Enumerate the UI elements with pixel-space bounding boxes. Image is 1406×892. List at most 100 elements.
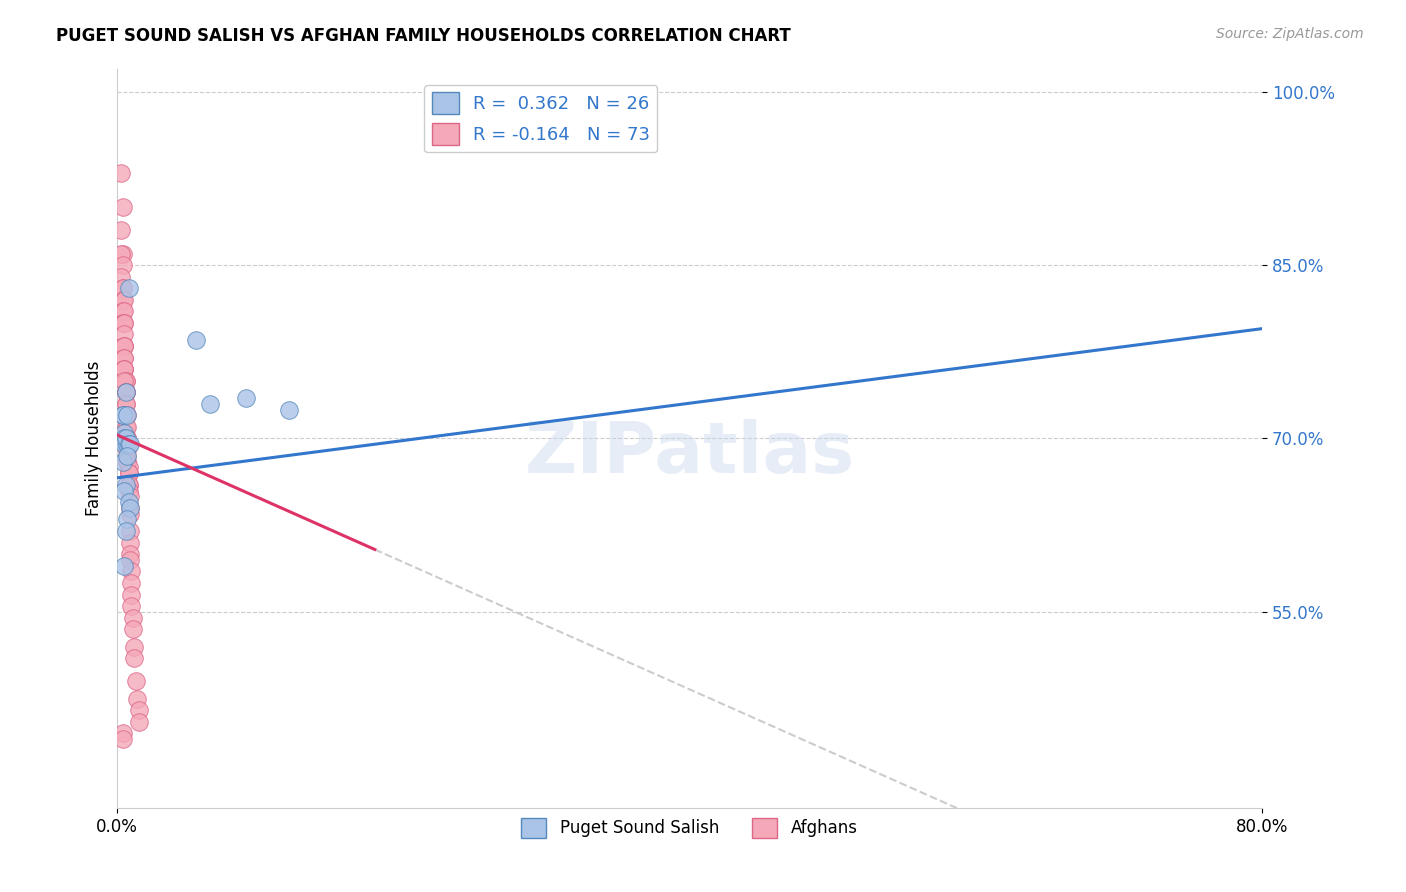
Point — [115, 437, 138, 451]
Point — [122, 610, 145, 624]
Point — [112, 374, 135, 388]
Point — [112, 558, 135, 573]
Point — [111, 732, 134, 747]
Point — [115, 449, 138, 463]
Point — [120, 524, 142, 538]
Point — [114, 477, 136, 491]
Point — [111, 200, 134, 214]
Point — [117, 477, 139, 491]
Point — [111, 409, 134, 423]
Legend: Puget Sound Salish, Afghans: Puget Sound Salish, Afghans — [515, 811, 865, 845]
Point — [121, 565, 143, 579]
Point — [117, 466, 139, 480]
Point — [117, 466, 139, 480]
Point — [112, 339, 135, 353]
Point — [117, 437, 139, 451]
Point — [115, 454, 138, 468]
Point — [112, 483, 135, 498]
Point — [128, 703, 150, 717]
Text: PUGET SOUND SALISH VS AFGHAN FAMILY HOUSEHOLDS CORRELATION CHART: PUGET SOUND SALISH VS AFGHAN FAMILY HOUS… — [56, 27, 792, 45]
Point — [112, 425, 135, 440]
Point — [112, 316, 135, 330]
Point — [110, 223, 132, 237]
Point — [125, 674, 148, 689]
Point — [127, 691, 149, 706]
Point — [115, 409, 138, 423]
Point — [114, 409, 136, 423]
Point — [122, 622, 145, 636]
Point — [112, 362, 135, 376]
Point — [117, 483, 139, 498]
Point — [114, 397, 136, 411]
Point — [120, 437, 142, 451]
Y-axis label: Family Households: Family Households — [86, 360, 103, 516]
Point — [112, 351, 135, 365]
Point — [121, 588, 143, 602]
Point — [112, 316, 135, 330]
Point — [277, 402, 299, 417]
Point — [115, 432, 138, 446]
Point — [120, 553, 142, 567]
Point — [120, 547, 142, 561]
Point — [111, 258, 134, 272]
Point — [115, 454, 138, 468]
Point — [115, 443, 138, 458]
Point — [114, 524, 136, 538]
Point — [111, 316, 134, 330]
Point — [114, 432, 136, 446]
Point — [110, 246, 132, 260]
Point — [111, 726, 134, 740]
Point — [115, 449, 138, 463]
Point — [120, 489, 142, 503]
Point — [114, 385, 136, 400]
Point — [124, 640, 146, 654]
Point — [115, 420, 138, 434]
Point — [121, 599, 143, 614]
Point — [200, 397, 222, 411]
Point — [111, 281, 134, 295]
Point — [112, 304, 135, 318]
Point — [112, 339, 135, 353]
Point — [115, 409, 138, 423]
Point — [112, 432, 135, 446]
Point — [184, 333, 207, 347]
Point — [114, 374, 136, 388]
Point — [112, 293, 135, 307]
Point — [121, 576, 143, 591]
Point — [115, 512, 138, 526]
Point — [115, 432, 138, 446]
Point — [120, 500, 142, 515]
Point — [117, 460, 139, 475]
Point — [114, 409, 136, 423]
Point — [114, 385, 136, 400]
Point — [112, 351, 135, 365]
Point — [114, 420, 136, 434]
Point — [112, 437, 135, 451]
Point — [114, 437, 136, 451]
Text: Source: ZipAtlas.com: Source: ZipAtlas.com — [1216, 27, 1364, 41]
Point — [124, 651, 146, 665]
Point — [114, 432, 136, 446]
Point — [112, 339, 135, 353]
Point — [111, 454, 134, 468]
Point — [114, 385, 136, 400]
Point — [112, 327, 135, 342]
Point — [120, 507, 142, 521]
Point — [117, 281, 139, 295]
Text: ZIPatlas: ZIPatlas — [524, 418, 855, 488]
Point — [114, 385, 136, 400]
Point — [117, 495, 139, 509]
Point — [112, 362, 135, 376]
Point — [112, 362, 135, 376]
Point — [120, 500, 142, 515]
Point — [111, 409, 134, 423]
Point — [111, 246, 134, 260]
Point — [120, 535, 142, 549]
Point — [110, 269, 132, 284]
Point — [115, 437, 138, 451]
Point — [114, 397, 136, 411]
Point — [111, 281, 134, 295]
Point — [117, 477, 139, 491]
Point — [128, 714, 150, 729]
Point — [235, 391, 257, 405]
